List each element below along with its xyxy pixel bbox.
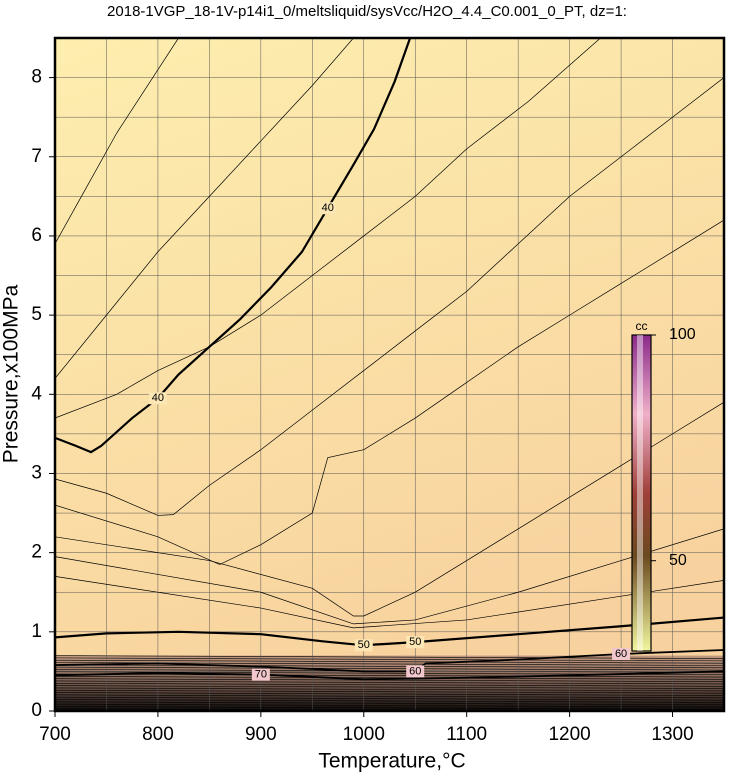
dense-contour-line (55, 673, 724, 678)
plot-area: 40 40 50 50 60 60 70 (55, 38, 724, 711)
contour-label: 70 (255, 668, 267, 680)
contour-label-bg (612, 647, 631, 660)
contour-line (55, 616, 724, 647)
y-tick-label: 6 (31, 225, 42, 246)
dense-contour-line (55, 703, 724, 708)
dense-contour-line (55, 680, 724, 685)
contour-label: 60 (409, 665, 421, 677)
dense-contour-line (55, 666, 724, 671)
contour-label: 60 (615, 648, 627, 660)
y-tick-label: 8 (31, 67, 42, 88)
contour-label: 50 (409, 636, 421, 648)
x-tick-label: 1200 (548, 724, 590, 745)
y-tick-label: 3 (31, 462, 42, 483)
contour-line (55, 38, 412, 454)
contour-label: 40 (152, 392, 164, 404)
colorbar-tick-label: 50 (669, 552, 687, 569)
contour-label-bg (406, 665, 425, 678)
contour-label-bg (251, 668, 270, 681)
contour-label: 40 (322, 202, 334, 214)
contour-label-bg (354, 639, 373, 652)
dense-contour-line (55, 659, 724, 664)
contour-line (55, 670, 724, 681)
y-tick-label: 1 (31, 621, 42, 642)
plot-frame (53, 36, 726, 713)
contour-label: 50 (358, 639, 370, 651)
y-axis-label: Pressure,x100MPa (0, 284, 23, 463)
y-tick-label: 7 (31, 146, 42, 167)
plot-background (55, 38, 724, 711)
y-tick-label: 0 (31, 700, 42, 721)
dense-contour-line (55, 664, 724, 669)
contour-line (55, 528, 724, 625)
chart-title: 2018-1VGP_18-1V-p14i1_0/meltsliquid/sysV… (107, 3, 627, 20)
contour-label-bg (318, 202, 337, 215)
dense-contour-line (55, 676, 724, 680)
dense-contour-line (55, 682, 724, 687)
contour-line (55, 38, 179, 245)
dense-contour-line (55, 657, 724, 662)
dense-contour-line (55, 696, 724, 701)
colorbar (631, 334, 652, 652)
y-tick-label: 2 (31, 542, 42, 563)
dense-contour-line (55, 689, 724, 694)
dense-contour-line (55, 685, 724, 689)
contour-line (55, 401, 724, 617)
x-tick-label: 1300 (651, 724, 693, 745)
x-tick-label: 700 (39, 724, 71, 745)
x-tick-label: 900 (245, 724, 277, 745)
x-axis-label: Temperature,°C (318, 750, 465, 773)
contour-line (55, 219, 724, 565)
y-tick-label: 5 (31, 304, 42, 325)
dense-contour-line (55, 699, 724, 703)
x-tick-label: 800 (142, 724, 174, 745)
dense-contour-line (55, 694, 724, 699)
x-tick-label: 1000 (343, 724, 385, 745)
contour-line (55, 38, 354, 379)
contour-label-bg (406, 636, 425, 649)
dense-contour-line (55, 701, 724, 706)
colorbar-highlight (637, 335, 643, 651)
contour-line (55, 38, 601, 419)
overlay: 700 800 900 1000 1100 1200 1300 0 1 2 3 4 5 6 7 8 cc 50 10… (31, 36, 726, 745)
contour-label-bg (148, 392, 167, 405)
y-tick-label: 4 (31, 383, 42, 404)
colorbar-label: cc (636, 319, 648, 333)
contour-line (55, 77, 724, 516)
x-tick-label: 1100 (446, 724, 487, 745)
colorbar-tick-label: 100 (669, 326, 696, 343)
dense-contour-line (55, 687, 724, 692)
dense-contour-line (55, 678, 724, 682)
dense-contour-line (55, 692, 724, 696)
dense-contour-line (55, 706, 724, 710)
